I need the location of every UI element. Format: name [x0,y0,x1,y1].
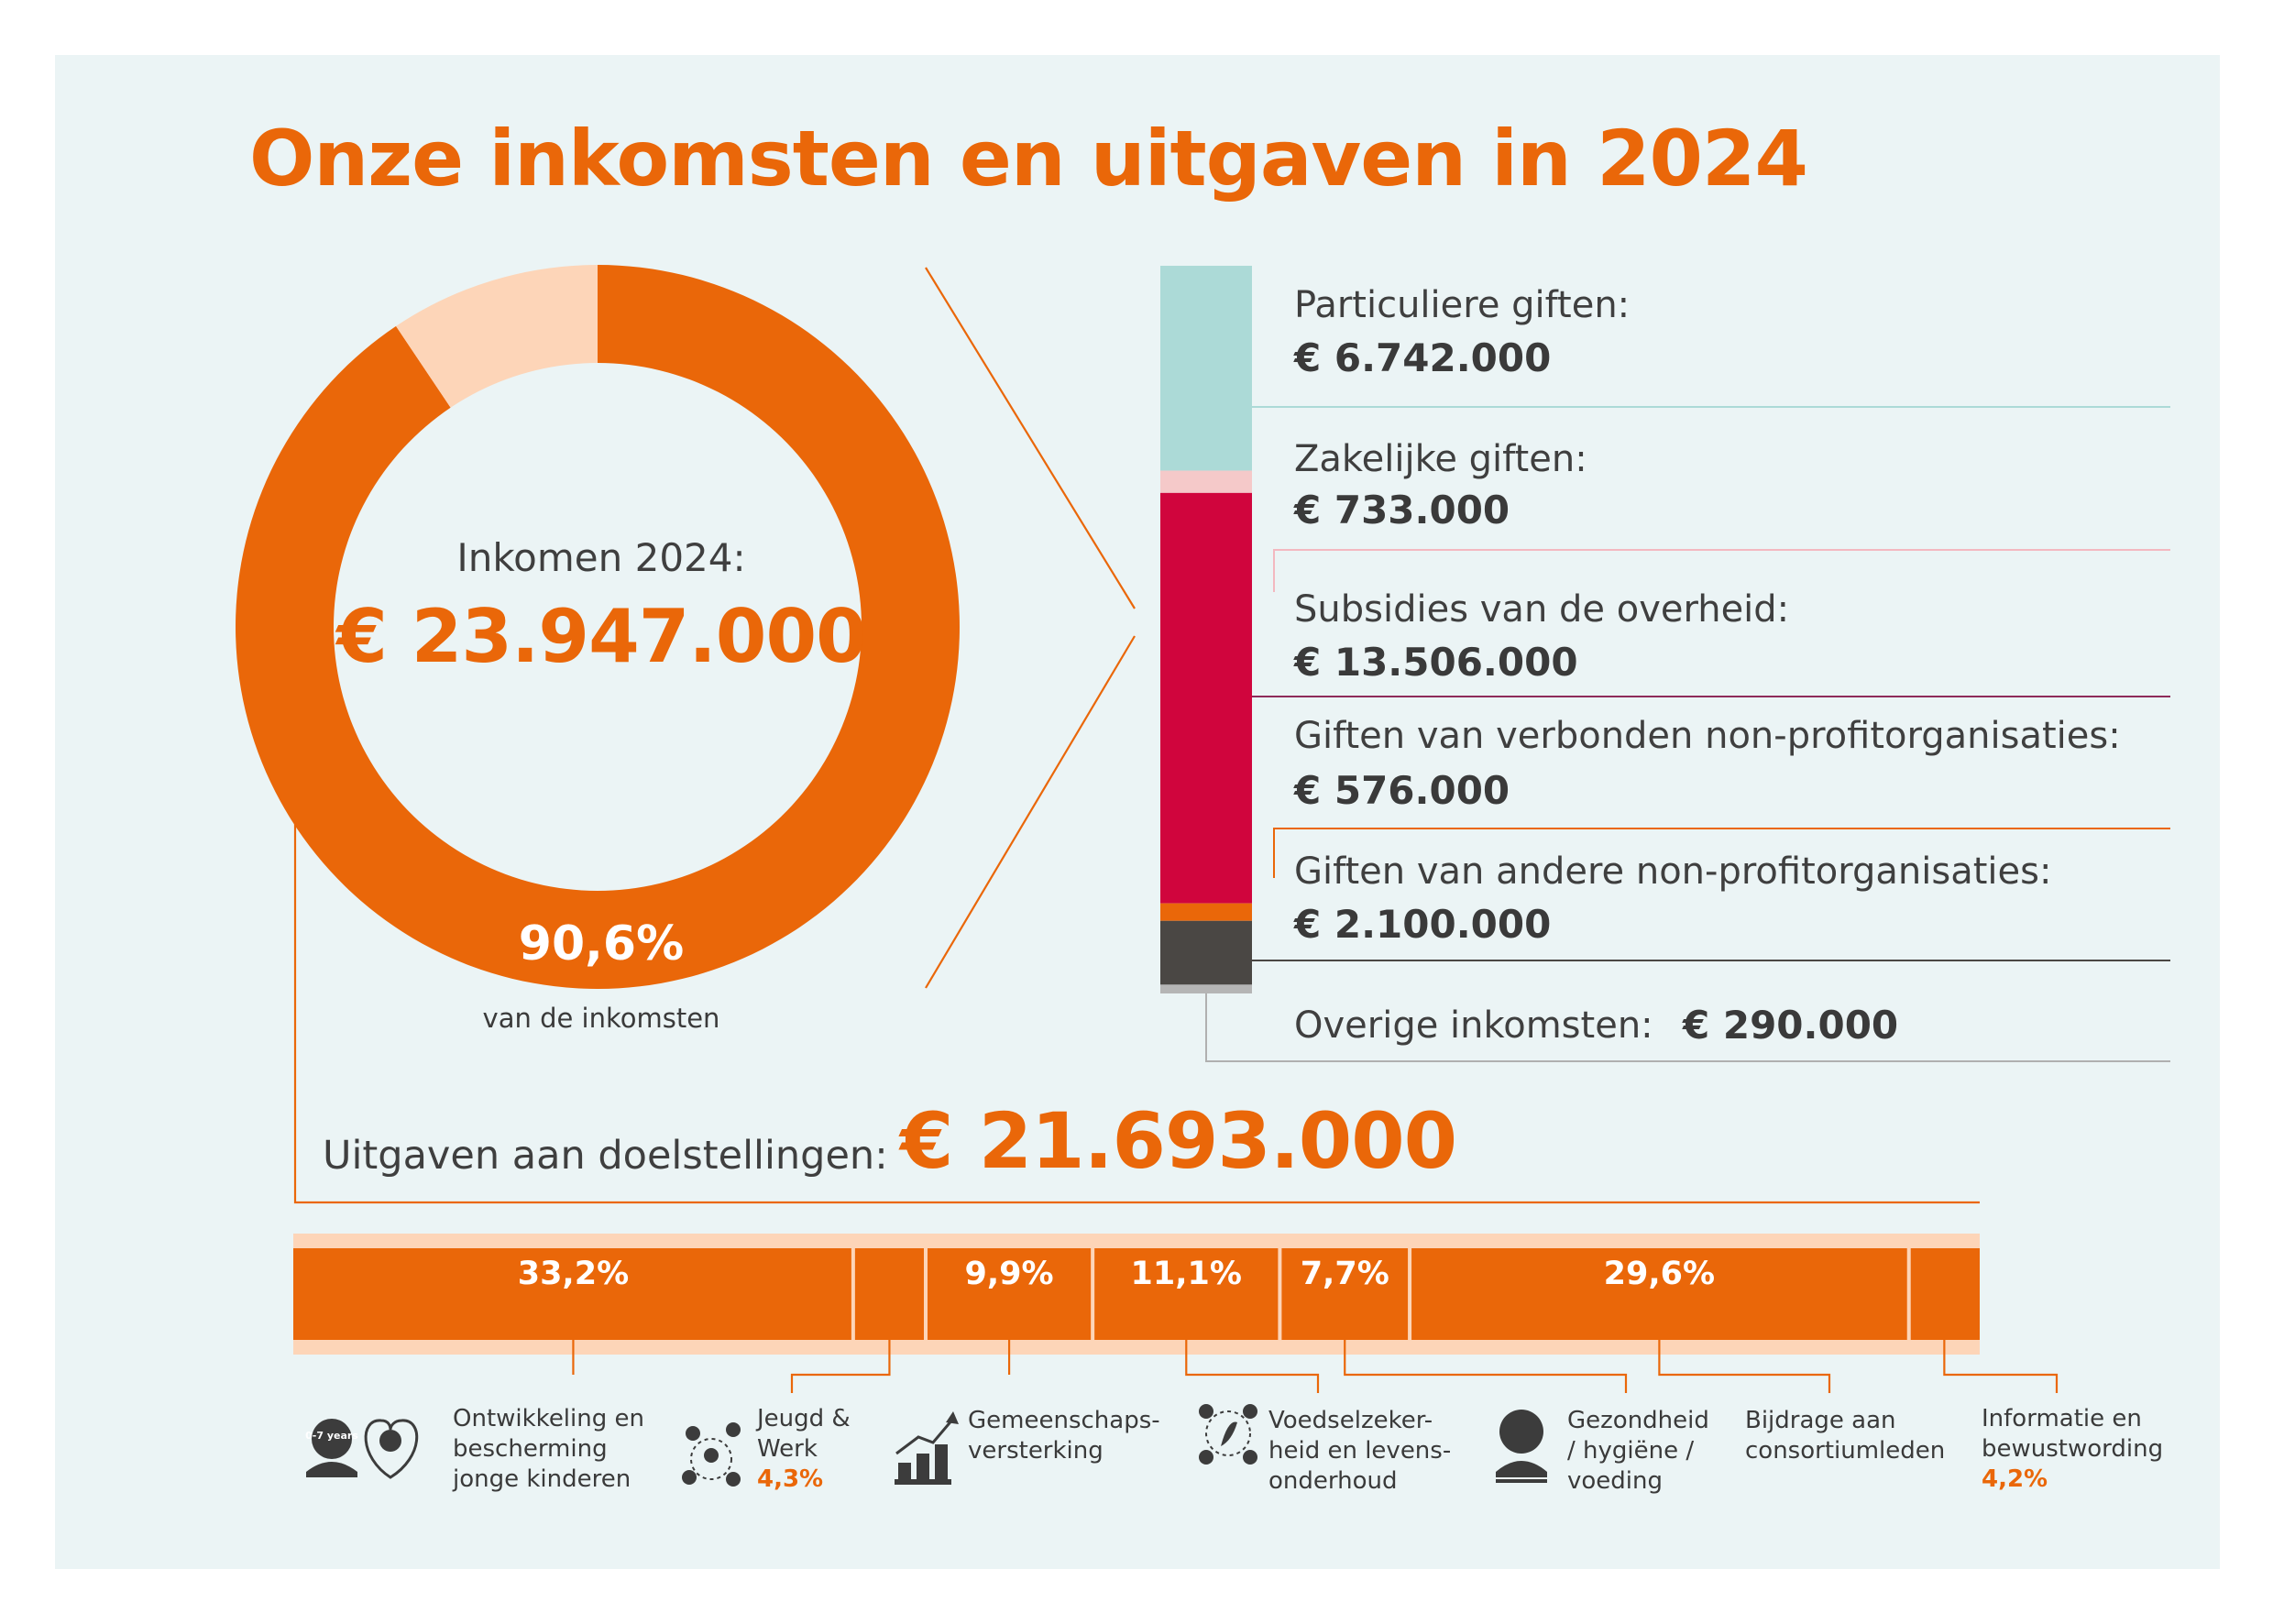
income-line-2-value: € 13.506.000 [1294,640,1578,685]
income-line-0-value: € 6.742.000 [1294,335,1552,380]
income-line-3-name: Giften van verbonden non-profitorganisat… [1294,715,2121,757]
food-person-icon-1 [1243,1404,1257,1419]
leader-6 [1943,1340,2059,1393]
objectives-share-caption: van de inkomsten [482,1003,720,1034]
category-label-4: Gezondheid / hygiëne / voeding [1567,1407,1709,1495]
health-body-icon [1496,1461,1547,1477]
category-label-1: Jeugd & Werk 4,3% [757,1405,851,1493]
donut-slice-1 [396,265,598,408]
connector-objectives [293,823,1980,1204]
category-label-6: Informatie en bewustwording 4,2% [1982,1405,2164,1493]
income-line-1-value: € 733.000 [1294,488,1510,532]
separator-3 [1273,828,2170,878]
youth-network-icon [682,1422,741,1487]
age-badge-text: 0-7 years [305,1430,358,1442]
income-segment-0 [1160,266,1252,471]
category-label-3: Voedselzeker-heid en levens-onderhoud [1268,1407,1452,1495]
child-protection-icon: 0-7 years [305,1419,419,1479]
income-segment-2 [1160,492,1252,904]
category-label-5: Bijdrage aan consortiumleden [1745,1407,1946,1465]
income-line-5-name: Overige inkomsten: [1294,1004,1653,1047]
expense-segment-0 [293,1248,851,1340]
category-label-0: Ontwikkeling en bescherming jonge kinderen [453,1405,644,1493]
income-segment-1 [1160,470,1252,493]
income-line-1-name: Zakelijke giften: [1294,438,1587,480]
income-line-3-value: € 576.000 [1294,768,1510,813]
health-person-icon [1496,1410,1547,1483]
expense-segment-label-5: 29,6% [1603,1256,1716,1292]
network-person-icon-0 [686,1426,700,1441]
network-person-icon-4 [704,1448,719,1463]
growth-base-icon [895,1479,951,1485]
food-leaf-icon [1221,1421,1237,1446]
page-title: Onze inkomsten en uitgaven in 2024 [249,114,1808,203]
expense-segment-3 [1094,1248,1279,1340]
income-line-4-name: Giften van andere non-profitorganisaties… [1294,850,2052,893]
separator-5 [1205,993,2170,1062]
growth-bar-icon-0 [898,1463,911,1483]
category-icons: 0-7 years [305,1404,1547,1487]
expense-segment-label-2: 9,9% [964,1256,1054,1292]
connector-lines [293,267,1980,1204]
income-stacked-bar [1160,266,1252,993]
food-person-icon-3 [1243,1450,1257,1465]
heart-child-head-icon [379,1430,401,1452]
connector-upper [925,267,1136,609]
growth-arrow-icon [895,1418,955,1455]
food-security-icon [1199,1404,1257,1465]
category-label-2: Gemeenschaps-versterking [968,1407,1160,1465]
income-line-4-value: € 2.100.000 [1294,902,1552,947]
health-base-icon [1496,1479,1547,1483]
expenses-label: Uitgaven aan doelstellingen: [323,1133,888,1179]
income-line-2-name: Subsidies van de overheid: [1294,588,1790,631]
expenses-total: € 21.693.000 [900,1096,1457,1186]
income-donut-chart [235,265,960,989]
income-line-0-name: Particuliere giften: [1294,284,1631,326]
income-line-5-value: € 290.000 [1683,1003,1899,1048]
leader-4 [1344,1340,1628,1393]
income-segment-4 [1160,920,1252,985]
expense-segment-label-0: 33,2% [517,1256,630,1292]
child-body-icon [306,1462,357,1477]
expense-segment-4 [1281,1248,1409,1340]
health-head-icon [1499,1410,1543,1454]
income-label: Inkomen 2024: [456,535,746,580]
objectives-share-percent: 90,6% [518,916,685,971]
child-head-icon [312,1419,352,1459]
separator-1 [1273,549,2170,592]
food-person-icon-2 [1199,1450,1213,1465]
leader-1 [790,1340,891,1393]
growth-arrowhead-icon [946,1411,959,1424]
income-segment-3 [1160,903,1252,921]
expense-segment-5 [1411,1248,1907,1340]
growth-bar-icon-1 [917,1454,929,1483]
food-person-icon-0 [1199,1404,1213,1419]
leader-5 [1658,1340,1831,1393]
growth-bar-icon-2 [935,1444,948,1483]
leader-3 [1185,1340,1320,1393]
expense-segment-2 [928,1248,1092,1340]
food-ring-icon [1205,1410,1251,1456]
expenses-stacked-bar [293,1234,1980,1355]
income-total: € 23.947.000 [336,594,867,679]
expense-segment-6 [1910,1248,1980,1340]
community-growth-icon [895,1411,959,1485]
income-segment-5 [1160,984,1252,993]
expense-segment-label-3: 11,1% [1130,1256,1242,1292]
income-separator-lines [1205,406,2170,1062]
connector-lower [925,635,1136,989]
network-person-icon-3 [726,1472,741,1487]
network-person-icon-1 [726,1422,741,1437]
network-person-icon-2 [682,1470,697,1485]
expense-segment-label-4: 7,7% [1300,1256,1389,1292]
network-ring-icon [690,1438,732,1480]
expense-leader-lines [572,1340,2059,1393]
expense-segment-1 [854,1248,924,1340]
